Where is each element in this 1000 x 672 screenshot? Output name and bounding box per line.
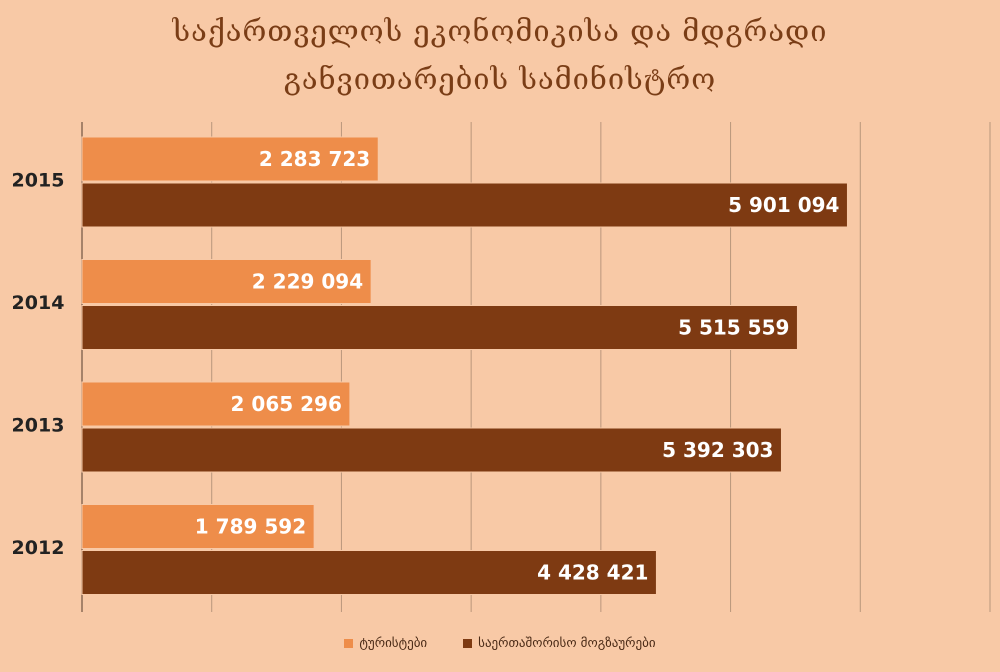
data-label: 2 065 296 bbox=[231, 392, 342, 416]
category-label-2014: 2014 bbox=[12, 292, 65, 314]
data-label: 5 901 094 bbox=[728, 193, 839, 217]
data-label: 5 392 303 bbox=[662, 438, 773, 462]
data-label: 4 428 421 bbox=[537, 561, 648, 585]
data-label: 2 283 723 bbox=[259, 147, 370, 171]
bar-tourists-2015 bbox=[81, 136, 379, 182]
bar-tourists-2012 bbox=[81, 504, 315, 549]
bar-tourists-2013 bbox=[81, 381, 351, 427]
data-label: 1 789 592 bbox=[195, 515, 306, 539]
category-label-2013: 2013 bbox=[12, 414, 65, 436]
legend-swatch-international-travelers bbox=[463, 639, 473, 648]
bar-international-travelers-2012 bbox=[81, 550, 657, 595]
bar-international-travelers-2014 bbox=[81, 305, 798, 350]
data-label: 5 515 559 bbox=[678, 316, 789, 340]
data-label: 2 229 094 bbox=[252, 270, 363, 294]
bar-tourists-2014 bbox=[81, 259, 372, 304]
category-label-2015: 2015 bbox=[12, 169, 65, 191]
bar-international-travelers-2013 bbox=[81, 427, 782, 473]
legend-label-tourists: ტურისტები bbox=[359, 636, 428, 651]
chart-title-line-2: განვითარების სამინისტრო bbox=[283, 62, 717, 96]
legend: ტურისტები საერთაშორისო მოგზაურები bbox=[0, 636, 1000, 651]
legend-label-international-travelers: საერთაშორისო მოგზაურები bbox=[478, 636, 656, 651]
bar-international-travelers-2015 bbox=[81, 182, 848, 228]
legend-item-international-travelers: საერთაშორისო მოგზაურები bbox=[463, 636, 656, 651]
chart-title-line-1: საქართველოს ეკონომიკისა და მდგრადი bbox=[172, 14, 828, 48]
legend-swatch-tourists bbox=[344, 639, 354, 648]
category-label-2012: 2012 bbox=[12, 537, 65, 559]
legend-item-tourists: ტურისტები bbox=[344, 636, 427, 651]
